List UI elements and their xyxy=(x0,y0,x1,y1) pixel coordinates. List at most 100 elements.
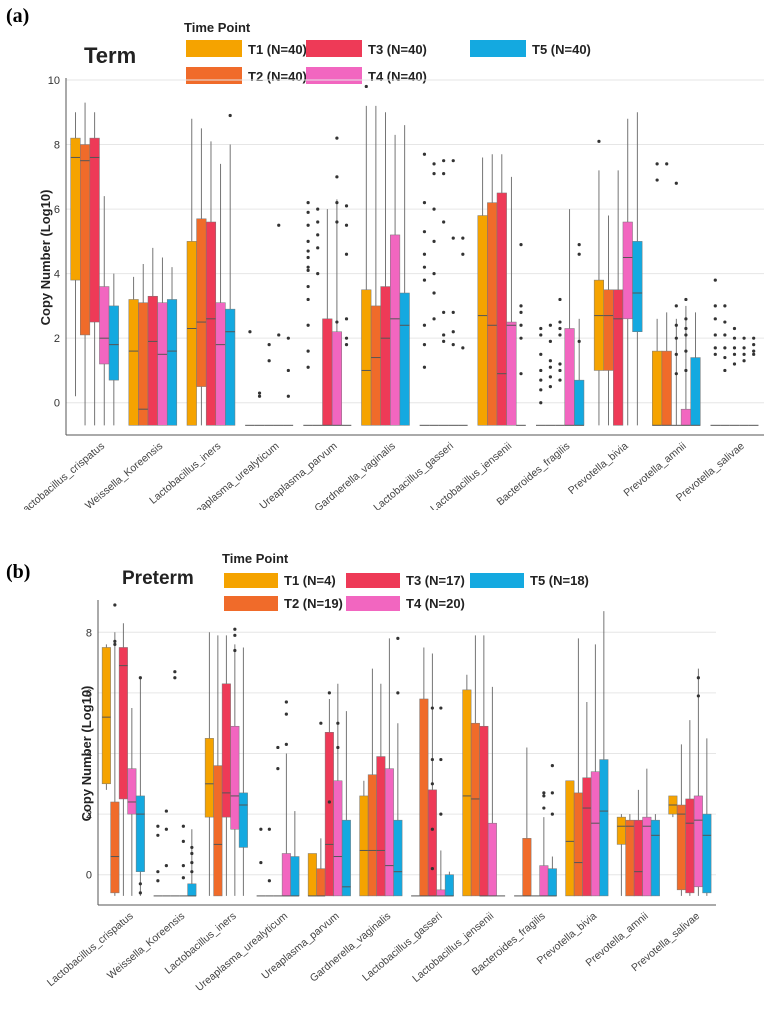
box xyxy=(230,725,240,830)
chart-title: Term xyxy=(84,43,136,68)
outlier-point xyxy=(461,252,465,256)
box xyxy=(127,768,137,815)
box xyxy=(496,192,507,426)
outlier-point xyxy=(442,310,446,314)
outlier-point xyxy=(439,812,443,816)
outlier-point xyxy=(752,349,756,353)
outlier-point xyxy=(742,352,746,356)
outlier-point xyxy=(267,343,271,347)
outlier-point xyxy=(335,320,339,324)
box xyxy=(390,234,401,426)
outlier-point xyxy=(684,326,688,331)
box xyxy=(539,865,549,897)
outlier-point xyxy=(451,159,455,163)
legend-swatch xyxy=(224,573,278,588)
outlier-point xyxy=(335,201,339,205)
box xyxy=(642,816,652,897)
outlier-point xyxy=(432,207,436,211)
box xyxy=(565,780,575,897)
outlier-point xyxy=(713,317,717,321)
legend-entry: T5 (N=18) xyxy=(530,573,589,588)
box xyxy=(582,777,592,897)
outlier-point xyxy=(558,368,562,373)
outlier-point xyxy=(558,378,562,382)
box xyxy=(444,874,454,897)
outlier-point xyxy=(286,394,290,398)
box xyxy=(633,819,643,897)
box xyxy=(477,215,488,426)
x-tick-label: Lactobacillus_crispatus xyxy=(45,910,136,989)
outlier-point xyxy=(442,171,446,176)
box xyxy=(622,221,633,320)
box xyxy=(110,801,120,894)
box xyxy=(573,792,583,897)
box xyxy=(487,202,498,426)
outlier-point xyxy=(113,642,117,647)
outlier-point xyxy=(284,700,288,704)
y-tick-label: 8 xyxy=(54,140,60,152)
box xyxy=(147,295,158,426)
y-tick-label: 0 xyxy=(86,870,92,882)
outlier-point xyxy=(550,812,554,816)
outlier-point xyxy=(316,246,320,250)
outlier-point xyxy=(548,375,552,379)
outlier-point xyxy=(422,343,427,347)
outlier-point xyxy=(432,162,436,166)
box xyxy=(661,350,672,426)
box xyxy=(157,302,168,426)
legend-swatch xyxy=(470,40,526,57)
box xyxy=(101,647,111,785)
outlier-point xyxy=(519,242,523,247)
outlier-point xyxy=(713,333,717,337)
outlier-point xyxy=(723,355,727,360)
outlier-point xyxy=(451,236,455,240)
box xyxy=(333,780,343,897)
y-tick-label: 2 xyxy=(86,809,92,821)
legend-swatch xyxy=(224,596,278,611)
legend-entry: T2 (N=40) xyxy=(248,69,307,84)
outlier-point xyxy=(732,352,737,356)
outlier-point xyxy=(233,627,237,631)
y-tick-label: 6 xyxy=(86,688,92,700)
x-tick-label: Ureaplasma_urealyticum xyxy=(193,910,290,994)
outlier-point xyxy=(442,159,446,163)
y-tick-label: 4 xyxy=(54,269,60,281)
outlier-point xyxy=(422,265,427,269)
outlier-point xyxy=(344,336,349,340)
legend-swatch xyxy=(346,596,400,611)
panel-preterm: (b) Preterm Time Point T1 (N=4) T2 (N=19) T3 … xyxy=(0,510,770,1016)
legend-entry: T2 (N=19) xyxy=(284,596,343,611)
outlier-point xyxy=(577,252,581,256)
outlier-point xyxy=(542,791,546,795)
outlier-point xyxy=(742,336,746,340)
x-tick-label: Prevotella_bivia xyxy=(566,440,631,497)
legend-swatch xyxy=(186,40,242,57)
outlier-point xyxy=(519,336,523,340)
box xyxy=(590,771,600,897)
outlier-point xyxy=(267,879,271,883)
box xyxy=(470,722,480,897)
outlier-point xyxy=(558,320,562,324)
outlier-point xyxy=(723,304,727,308)
outlier-point xyxy=(665,162,669,166)
box xyxy=(693,795,703,888)
outlier-point xyxy=(138,882,142,886)
outlier-point xyxy=(519,310,523,314)
outlier-point xyxy=(430,782,434,786)
outlier-point xyxy=(577,339,581,344)
outlier-point xyxy=(519,304,523,308)
outlier-point xyxy=(442,339,446,344)
outlier-point xyxy=(430,706,434,710)
outlier-point xyxy=(276,745,280,750)
outlier-point xyxy=(548,359,552,363)
outlier-point xyxy=(316,272,320,276)
legend-entry: T4 (N=40) xyxy=(368,69,427,84)
outlier-point xyxy=(164,827,168,831)
outlier-point xyxy=(542,794,546,798)
outlier-point xyxy=(674,323,678,327)
outlier-point xyxy=(267,359,271,363)
outlier-point xyxy=(684,317,688,321)
outlier-point xyxy=(696,676,700,680)
outlier-point xyxy=(257,394,262,398)
outlier-point xyxy=(306,365,310,369)
